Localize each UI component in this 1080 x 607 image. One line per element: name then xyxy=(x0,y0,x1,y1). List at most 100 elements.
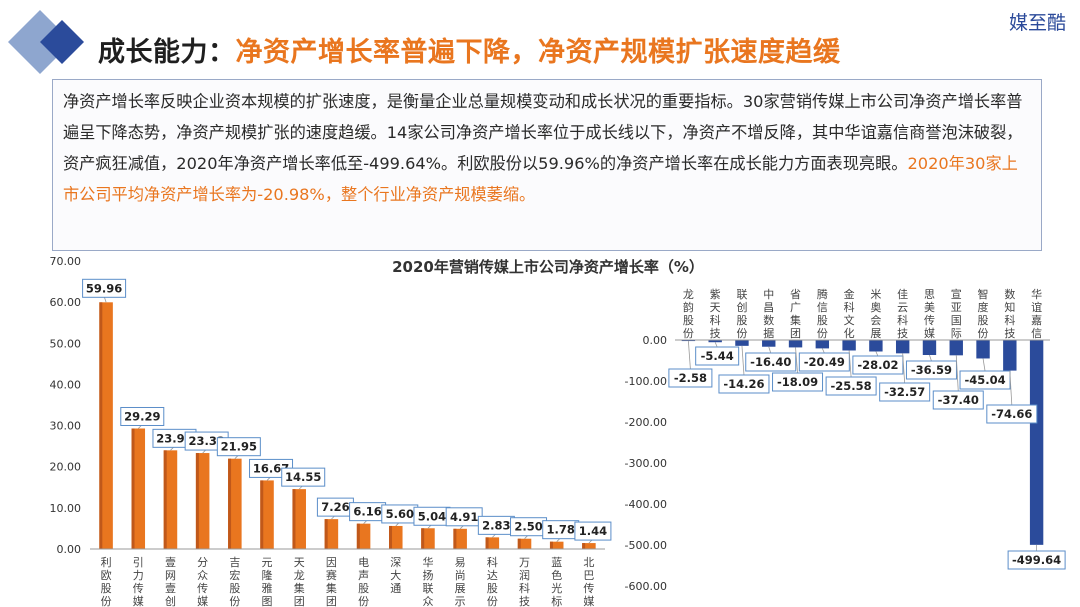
y-tick-label-left: 30.00 xyxy=(50,420,82,433)
title-prefix: 成长能力： xyxy=(98,37,236,68)
bar-negative xyxy=(976,340,990,359)
bar-positive-shade xyxy=(131,428,135,549)
category-label-right: 省广集团 xyxy=(790,288,801,340)
diamond-logo-icon xyxy=(8,10,84,74)
bar-positive-shade xyxy=(292,489,296,549)
data-label-leader xyxy=(714,342,718,348)
category-label-right: 数知科技 xyxy=(1004,288,1015,340)
bar-positive xyxy=(99,302,113,549)
bar-positive-shade xyxy=(163,450,167,549)
bar-negative xyxy=(681,340,696,342)
bar-positive xyxy=(389,525,403,549)
category-label-right: 龙韵股份 xyxy=(683,288,694,340)
data-label-leader xyxy=(741,345,745,376)
data-label-leader xyxy=(687,341,691,370)
data-label-leader xyxy=(875,351,879,357)
bar-positive-shade xyxy=(356,523,360,549)
data-label-left: 5.60 xyxy=(386,507,414,521)
data-label-left: 6.16 xyxy=(353,505,381,519)
bar-negative xyxy=(762,340,776,347)
chart-area: 2020年营销传媒上市公司净资产增长率（%） 0.00 10.00 20.00 30.… xyxy=(50,255,1066,607)
category-label-right: 中昌数据 xyxy=(763,288,774,340)
data-label-right: -18.09 xyxy=(777,375,818,389)
data-label-left: 2.83 xyxy=(482,518,510,532)
data-label-left: 1.78 xyxy=(547,523,575,537)
data-label-left: 23.98 xyxy=(156,431,192,445)
data-label-left: 21.95 xyxy=(221,440,257,454)
y-tick-label-left: 0.00 xyxy=(57,543,82,556)
category-label-left: 深大通 xyxy=(390,556,401,595)
bar-positive xyxy=(195,453,210,549)
category-label-right: 宣亚国际 xyxy=(951,287,962,340)
category-label-left: 吉宏股份 xyxy=(229,556,240,607)
category-label-left: 壹网壹创 xyxy=(165,556,176,607)
bar-positive-shade xyxy=(453,528,457,549)
y-tick-label-left: 70.00 xyxy=(50,255,82,268)
bar-positive-shade xyxy=(195,453,199,549)
data-label-leader xyxy=(848,350,852,378)
category-label-left: 科达股份 xyxy=(487,555,498,607)
bar-positive-shade xyxy=(260,480,264,549)
description-text: 净资产增长率反映企业资本规模的扩张速度，是衡量企业总量规模变动和成长状况的重要指… xyxy=(63,92,1023,173)
category-label-left: 万润科技 xyxy=(519,556,530,607)
y-tick-label-right: -100.00 xyxy=(625,375,667,388)
data-label-left-box xyxy=(82,278,127,298)
bar-positive-shade xyxy=(421,528,425,549)
data-label-right-box xyxy=(668,368,713,388)
data-label-right-box xyxy=(852,355,904,375)
data-label-left: 16.67 xyxy=(253,461,289,475)
data-label-right: -74.66 xyxy=(991,407,1032,421)
bar-positive xyxy=(549,541,564,549)
data-label-right-box xyxy=(905,360,957,380)
data-label-leader xyxy=(982,358,986,372)
data-label-left: 23.32 xyxy=(188,434,224,448)
category-label-right: 联创股份 xyxy=(736,288,747,340)
y-tick-label-left: 50.00 xyxy=(50,337,82,350)
category-label-left: 电声股份 xyxy=(358,556,369,607)
data-label-leader xyxy=(795,347,798,374)
y-tick-label-right: -200.00 xyxy=(625,416,667,429)
category-label-left: 华扬联众 xyxy=(422,555,433,607)
bar-positive xyxy=(324,519,339,549)
data-label-right: -16.40 xyxy=(750,355,791,369)
bar-negative xyxy=(869,340,883,352)
data-label-leader xyxy=(955,355,959,392)
data-label-right: -14.26 xyxy=(723,377,764,391)
bar-positive xyxy=(582,543,596,549)
category-label-left: 利欧股份 xyxy=(101,556,112,607)
category-label-right: 金科文化 xyxy=(844,287,855,340)
data-label-left: 1.44 xyxy=(579,524,607,538)
y-tick-label-right: -400.00 xyxy=(625,498,667,511)
data-label-left: 2.50 xyxy=(514,520,542,534)
data-label-right-box xyxy=(1007,550,1066,570)
bar-negative xyxy=(1003,340,1017,371)
bar-negative xyxy=(842,340,856,351)
bar-positive xyxy=(485,537,500,549)
bar-positive xyxy=(260,480,274,549)
category-label-right: 紫天科技 xyxy=(710,288,721,340)
bar-positive-shade xyxy=(389,525,393,549)
data-label-right: -37.40 xyxy=(938,393,979,407)
category-label-left: 北巴传媒 xyxy=(583,556,594,607)
data-label-leader xyxy=(821,348,825,354)
y-tick-label-left: 10.00 xyxy=(50,502,82,515)
category-label-right: 佳云科技 xyxy=(897,287,908,340)
page-title: 成长能力：净资产增长率普遍下降，净资产规模扩张速度趋缓 xyxy=(98,30,841,69)
y-tick-label-left: 20.00 xyxy=(50,461,82,474)
category-label-left: 易尚展示 xyxy=(455,556,466,607)
data-label-left: 59.96 xyxy=(86,281,122,295)
data-label-right-box xyxy=(879,382,931,402)
category-label-right: 智度股份 xyxy=(978,287,989,340)
title-main: 净资产增长率普遍下降，净资产规模扩张速度趋缓 xyxy=(235,37,841,68)
category-label-left: 因赛集团 xyxy=(326,556,337,607)
bar-positive-shade xyxy=(485,537,489,549)
bar-positive xyxy=(131,428,146,549)
left-chart: 0.00 10.00 20.00 30.00 40.00 50.00 60.00 70.00 5… xyxy=(50,255,612,607)
y-tick-label-left: 40.00 xyxy=(50,378,82,391)
category-label-left: 蓝色光标 xyxy=(551,556,562,607)
data-label-right: -20.49 xyxy=(804,355,845,369)
data-label-right: -36.59 xyxy=(911,363,952,377)
bar-negative xyxy=(735,340,749,346)
bar-positive-shade xyxy=(582,543,586,549)
data-label-right: -499.64 xyxy=(1012,553,1061,567)
